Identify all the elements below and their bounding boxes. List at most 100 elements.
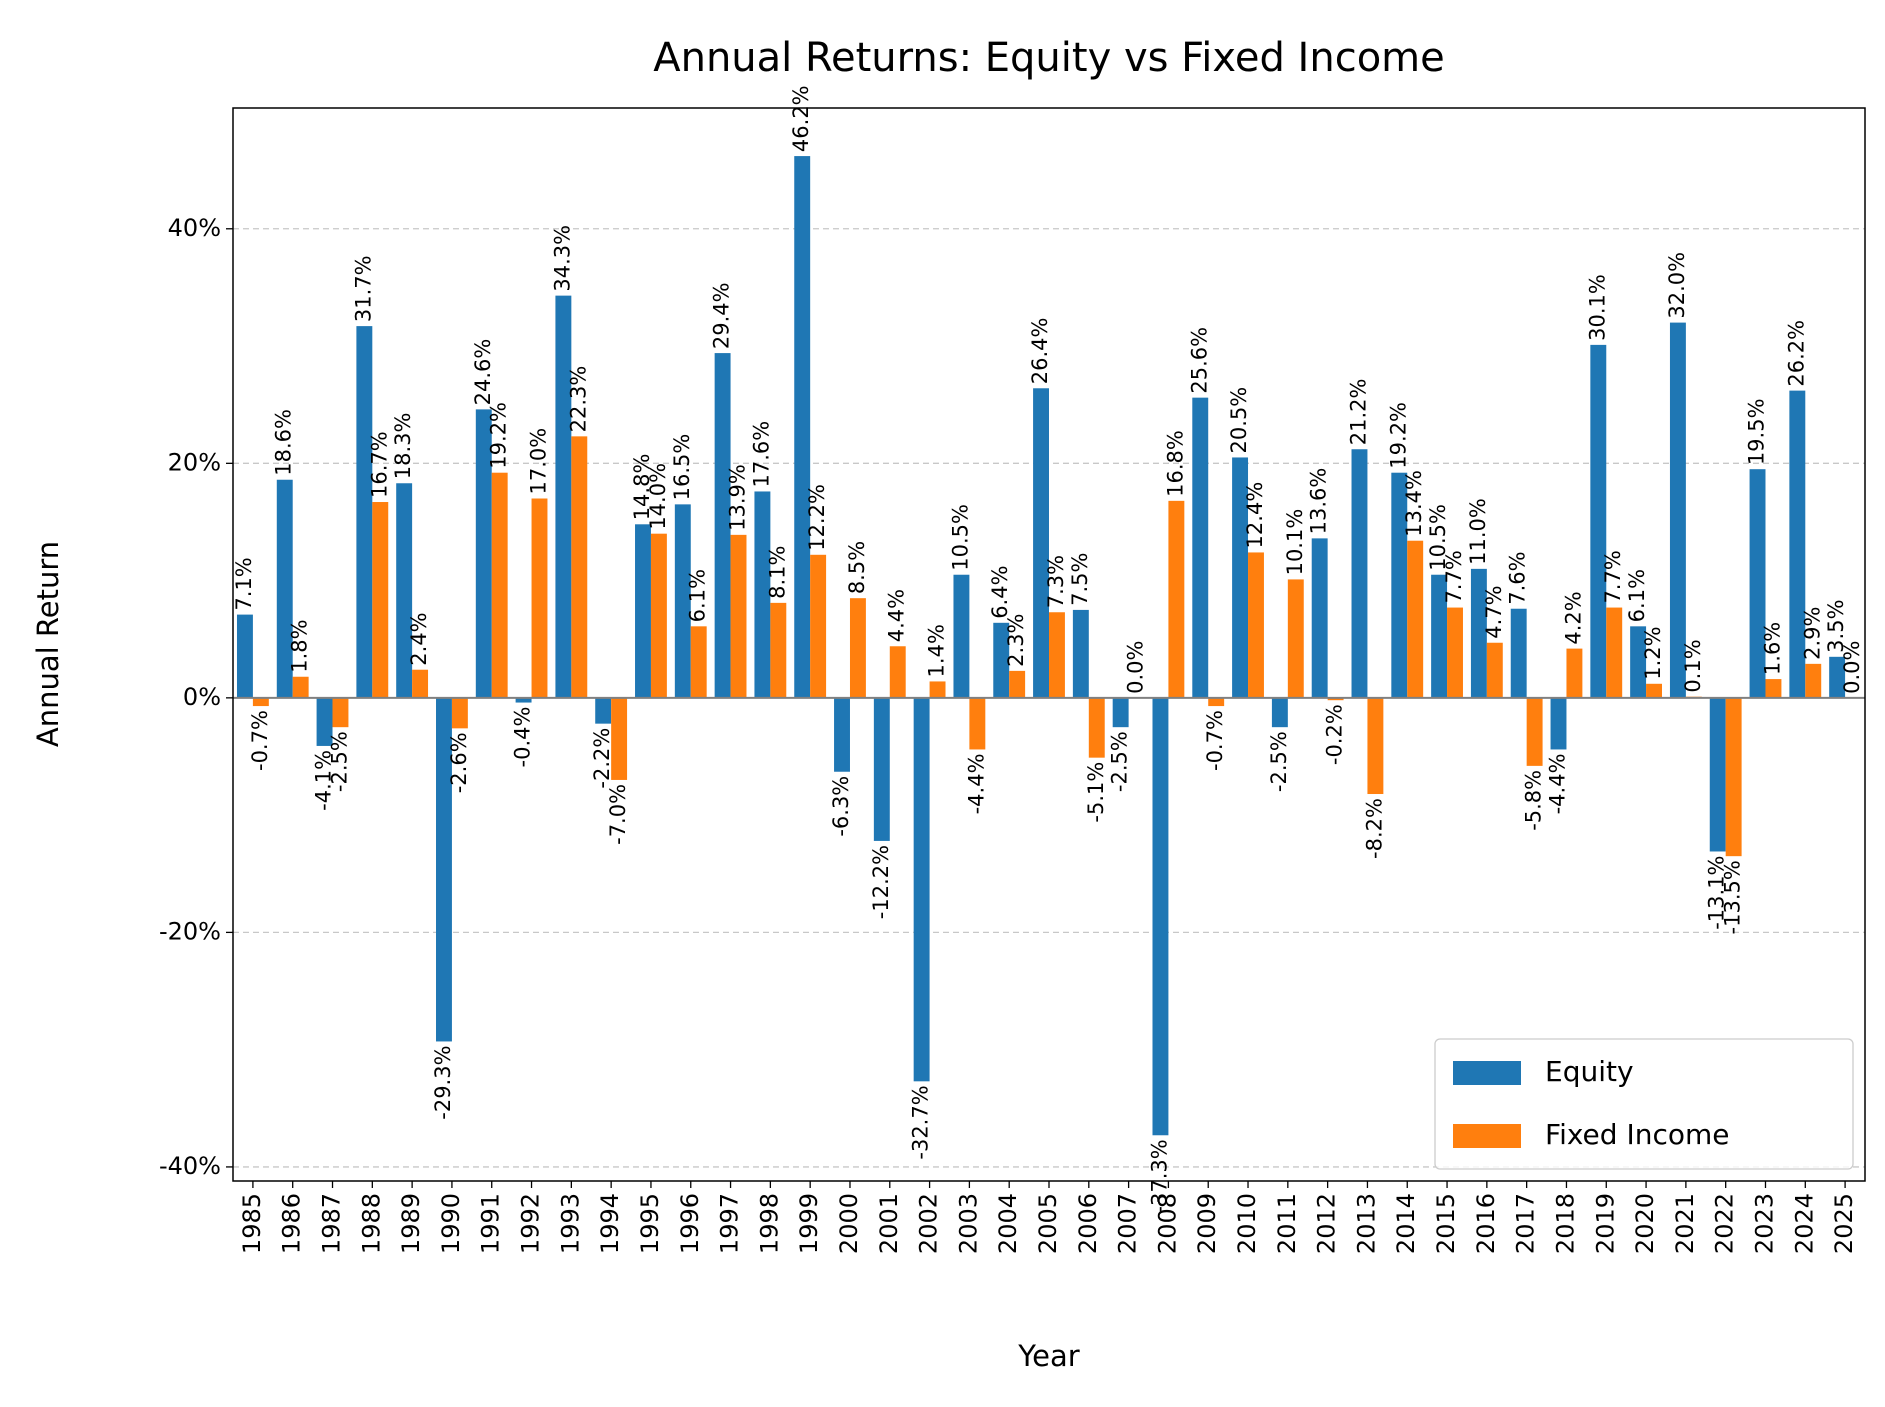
legend-box — [1434, 1038, 1854, 1170]
y-tick-label: 20% — [168, 448, 221, 476]
bar — [491, 472, 508, 698]
data-label: 7.1% — [232, 557, 256, 610]
x-tick-label: 2001 — [875, 1193, 903, 1254]
bar — [1287, 579, 1304, 698]
bar — [1725, 697, 1742, 857]
plot-frame — [232, 107, 1866, 1182]
data-label: 0.0% — [1124, 640, 1148, 693]
bar — [1367, 697, 1384, 795]
data-label: 10.5% — [1426, 504, 1450, 571]
bar — [1208, 697, 1225, 707]
data-label: 8.5% — [845, 541, 869, 594]
data-label: 7.7% — [1601, 550, 1625, 603]
data-label: 4.2% — [1561, 591, 1585, 644]
data-label: 16.5% — [670, 434, 694, 501]
data-label: 6.1% — [686, 569, 710, 622]
data-label: -6.3% — [829, 776, 853, 837]
data-label: 10.5% — [948, 504, 972, 571]
bar — [1669, 322, 1686, 698]
data-label: 14.0% — [646, 463, 670, 530]
bar — [1311, 538, 1328, 698]
bar — [1431, 574, 1448, 698]
data-label: 16.8% — [1163, 430, 1187, 497]
data-label: 7.7% — [1442, 550, 1466, 603]
x-tick-label: 2023 — [1750, 1193, 1778, 1254]
x-tick-label: 2000 — [835, 1193, 863, 1254]
bar — [1152, 697, 1169, 1136]
x-tick-label: 2025 — [1830, 1193, 1858, 1254]
data-label: 26.2% — [1784, 320, 1808, 387]
bar — [316, 697, 333, 746]
bar — [1232, 457, 1249, 698]
data-label: 19.5% — [1745, 398, 1769, 465]
x-tick-label: 1991 — [477, 1193, 505, 1254]
data-label: 21.2% — [1346, 379, 1370, 446]
bar — [1248, 552, 1264, 698]
x-tick-label: 1997 — [716, 1193, 744, 1254]
chart-title: Annual Returns: Equity vs Fixed Income — [653, 35, 1445, 81]
y-tick-label: 40% — [168, 214, 221, 242]
legend-label: Fixed Income — [1545, 1118, 1730, 1151]
x-tick-label: 1985 — [238, 1193, 266, 1254]
data-label: 14.8% — [630, 454, 654, 521]
data-label: -2.5% — [1108, 731, 1132, 792]
x-tick-label: 1994 — [596, 1193, 624, 1254]
x-tick-label: 2006 — [1074, 1193, 1102, 1254]
data-label: 46.2% — [789, 85, 813, 152]
legend-label: Equity — [1545, 1055, 1634, 1088]
data-label: 1.4% — [925, 624, 949, 677]
data-label: -12.2% — [869, 845, 893, 919]
bar — [1606, 607, 1623, 698]
data-label: 6.1% — [1625, 569, 1649, 622]
bar — [770, 602, 787, 698]
bar — [276, 479, 293, 698]
data-label: 1.2% — [1641, 626, 1665, 679]
data-label: -2.5% — [327, 731, 351, 792]
x-tick-label: 1992 — [517, 1193, 545, 1254]
bar — [635, 524, 651, 698]
bar — [1526, 697, 1543, 766]
data-label: 34.3% — [550, 225, 574, 292]
bar — [1470, 568, 1487, 698]
data-label: 24.6% — [471, 339, 495, 406]
x-tick-label: 2004 — [994, 1193, 1022, 1254]
data-label: 3.5% — [1824, 599, 1848, 652]
bar — [1088, 697, 1105, 758]
data-label: 2.9% — [1800, 606, 1824, 659]
x-tick-label: 2003 — [954, 1193, 982, 1254]
data-label: -4.4% — [1546, 753, 1570, 814]
bar — [1168, 500, 1185, 698]
bar — [332, 697, 349, 728]
x-tick-label: 1986 — [278, 1193, 306, 1254]
bar — [1590, 344, 1607, 698]
bar — [611, 697, 628, 780]
data-label: 29.4% — [710, 282, 734, 349]
data-label: 7.5% — [1068, 553, 1092, 606]
x-tick-label: 2010 — [1233, 1193, 1261, 1254]
bar — [1271, 697, 1288, 728]
data-label: 11.0% — [1466, 498, 1490, 565]
bar — [252, 697, 269, 707]
x-tick-label: 2017 — [1512, 1193, 1540, 1254]
data-label: 2.4% — [407, 612, 431, 665]
data-label: 19.2% — [1386, 402, 1410, 469]
bar — [571, 436, 588, 698]
bar — [1351, 449, 1368, 698]
data-label: 6.4% — [988, 565, 1012, 618]
x-tick-label: 1988 — [357, 1193, 385, 1254]
bar — [1829, 656, 1846, 698]
bar — [451, 697, 468, 729]
data-label: 12.2% — [805, 484, 829, 551]
bar — [969, 697, 986, 750]
data-label: 13.6% — [1307, 468, 1331, 535]
data-label: -4.1% — [312, 750, 336, 811]
bar — [372, 502, 389, 698]
x-tick-label: 2009 — [1193, 1193, 1221, 1254]
bar — [356, 326, 373, 698]
bar — [1709, 697, 1726, 852]
data-label: 0.0% — [1840, 640, 1864, 693]
bar — [1049, 612, 1065, 698]
bar — [531, 498, 548, 698]
x-tick-label: 2007 — [1114, 1193, 1142, 1254]
